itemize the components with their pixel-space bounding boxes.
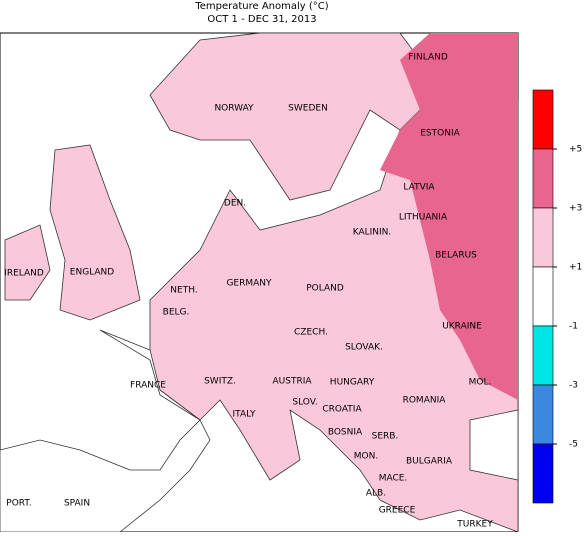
colorbar-segment (532, 207, 554, 268)
colorbar-label: +3 (569, 204, 582, 214)
country-label: BOSNIA (328, 428, 363, 438)
country-label: BELG. (163, 308, 190, 318)
country-label: GERMANY (226, 279, 272, 289)
country-label: MACE. (379, 474, 408, 484)
colorbar-segment (532, 443, 554, 504)
country-label: FRANCE (130, 381, 166, 391)
colorbar-segment (532, 384, 554, 445)
colorbar-segment (532, 148, 554, 209)
country-label: FINLAND (408, 53, 448, 63)
country-label: LATVIA (403, 183, 435, 193)
country-label: BELARUS (435, 251, 477, 261)
country-label: UKRAINE (442, 322, 482, 332)
country-label: SLOVAK. (345, 343, 383, 353)
country-label: POLAND (306, 284, 344, 294)
british-isles (49, 144, 141, 321)
colorbar-label: -5 (569, 440, 578, 450)
country-label: MOL. (469, 378, 492, 388)
country-label: PORT. (6, 499, 31, 509)
country-label: ALB. (366, 489, 386, 499)
country-label: LITHUANIA (399, 213, 448, 223)
country-label: SWEDEN (288, 104, 328, 114)
country-label: CZECH. (294, 328, 328, 338)
country-label: SWITZ. (204, 377, 236, 387)
country-label: SERB. (372, 432, 399, 442)
country-label: BULGARIA (406, 457, 453, 467)
country-label: NETH. (170, 286, 197, 296)
warm-east (380, 33, 518, 400)
country-label: SPAIN (64, 499, 90, 509)
country-label: AUSTRIA (272, 377, 312, 387)
country-label: CROATIA (322, 405, 362, 415)
colorbar-label: -3 (569, 381, 578, 391)
country-label: GREECE (379, 506, 416, 516)
colorbar-segment (532, 266, 554, 327)
country-label: ESTONIA (420, 129, 460, 139)
black-sea (469, 409, 519, 481)
country-label: ROMANIA (403, 396, 447, 406)
country-label: NORWAY (214, 104, 254, 114)
ireland (4, 224, 51, 301)
colorbar-label: -1 (569, 322, 578, 332)
country-label: ITALY (233, 410, 256, 420)
scandinavia (149, 32, 431, 201)
colorbar-segment (532, 89, 554, 150)
title: Temperature Anomaly (°C) (194, 1, 328, 12)
western-region (0, 329, 211, 533)
colorbar-label: +1 (569, 263, 582, 273)
country-label: MON. (354, 452, 378, 462)
map (0, 32, 519, 533)
country-label: KALININ. (353, 228, 392, 238)
colorbar-segment (532, 325, 554, 386)
country-label: HUNGARY (330, 378, 375, 388)
subtitle: OCT 1 - DEC 31, 2013 (207, 14, 316, 25)
country-label: ENGLAND (70, 268, 115, 278)
country-label: IRELAND (4, 269, 44, 279)
country-label: SLOV. (292, 398, 317, 408)
country-label: DEN. (224, 199, 246, 209)
colorbar-label: +5 (569, 145, 582, 155)
country-label: TURKEY (456, 520, 493, 530)
